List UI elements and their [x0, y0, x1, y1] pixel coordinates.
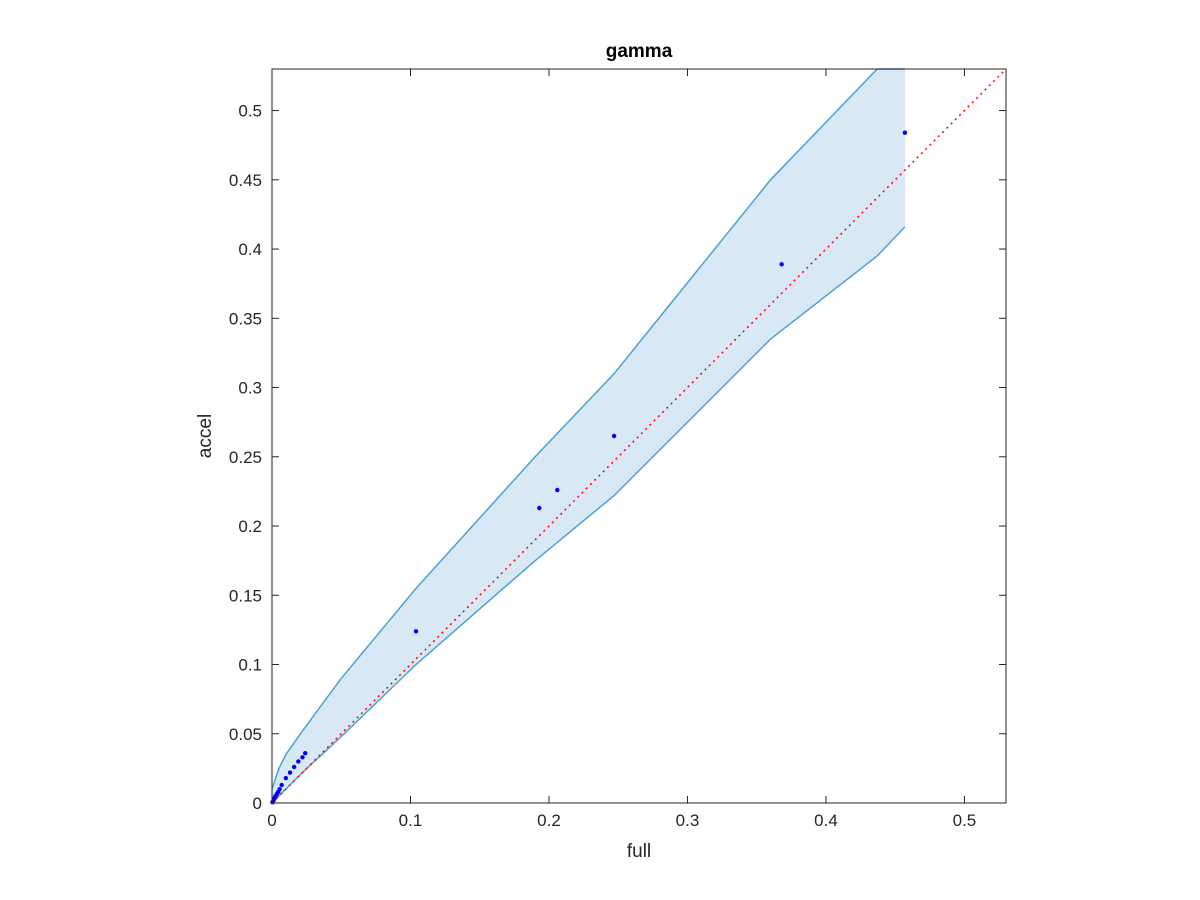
- x-tick-label: 0.2: [537, 811, 561, 830]
- x-tick-label: 0.5: [953, 811, 977, 830]
- x-axis-ticks: 0 0.1 0.2 0.3 0.4 0.5: [267, 69, 976, 830]
- y-tick-label: 0.1: [238, 656, 262, 675]
- data-point: [277, 786, 282, 792]
- reference-line-segment: [271, 68, 1007, 804]
- x-axis-label: full: [627, 841, 651, 862]
- y-tick-label: 0: [253, 794, 262, 813]
- y-tick-label: 0.05: [229, 725, 262, 744]
- data-point: [296, 759, 301, 764]
- x-tick-label: 0.4: [814, 811, 838, 830]
- y-tick-label: 0.2: [238, 517, 262, 536]
- y-tick-label: 0.35: [229, 309, 262, 328]
- x-tick-label: 0.1: [399, 811, 423, 830]
- data-point: [537, 505, 542, 511]
- chart-title: gamma: [606, 41, 673, 62]
- data-points: [270, 130, 908, 805]
- data-point: [902, 130, 908, 135]
- y-axis-ticks: 0 0.05 0.1 0.15 0.2 0.25 0.3 0.35 0.4 0.45 0.5: [229, 102, 1006, 813]
- data-point: [611, 433, 617, 439]
- y-tick-label: 0.5: [238, 102, 262, 121]
- data-point: [283, 775, 289, 781]
- confidence-band: [271, 68, 906, 804]
- data-point: [287, 770, 293, 775]
- plot-area: 0 0.1 0.2 0.3 0.4 0.5 00.050.10.150.20.250.30…: [229, 68, 1007, 830]
- band-fill: [272, 69, 905, 803]
- reference-line: [271, 68, 1007, 804]
- data-point: [303, 750, 308, 756]
- axes-box: [271, 68, 1007, 804]
- y-tick-label: 0.3: [238, 379, 262, 398]
- data-point: [555, 487, 560, 493]
- band-upper-edge: [271, 68, 905, 790]
- data-point: [300, 755, 305, 760]
- data-point: [279, 782, 284, 788]
- x-tick-label: 0.3: [676, 811, 700, 830]
- y-tick-label: 0.45: [229, 171, 262, 190]
- data-point: [413, 629, 419, 634]
- x-tick-label: 0: [267, 811, 276, 830]
- y-tick-label: 0.15: [229, 586, 262, 605]
- data-point: [291, 764, 297, 770]
- band-lower-edge: [271, 226, 906, 804]
- y-axis-label: accel: [195, 414, 216, 458]
- y-tick-label: 0.4: [238, 240, 262, 259]
- y-tick-label: 0.25: [229, 448, 262, 467]
- data-point: [779, 262, 784, 267]
